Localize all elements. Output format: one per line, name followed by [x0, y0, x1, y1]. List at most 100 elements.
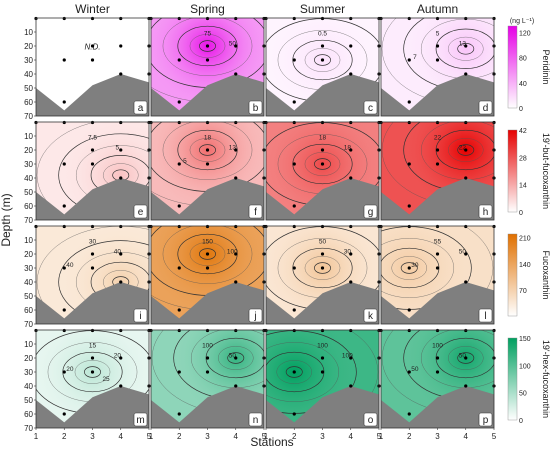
sample-point [435, 224, 440, 229]
x-tick-label: 1 [264, 432, 269, 441]
contour-line [435, 28, 494, 69]
pigment-name: Fucoxanthin [541, 250, 550, 299]
y-tick-label: 10 [24, 132, 33, 141]
panel-letter: e [138, 207, 144, 218]
sample-point [119, 16, 123, 21]
colorbar-gradient [507, 233, 518, 317]
colorbar-1: 0 14 28 42 19'-but-fucoxanthin [507, 128, 550, 217]
seabed-profile [381, 74, 494, 116]
colorbar-2: 70 140 210 Fucoxanthin [507, 233, 550, 317]
y-tick-label: 70 [24, 424, 33, 433]
contour-line [285, 366, 303, 378]
sample-point [90, 252, 95, 256]
sample-point [90, 120, 95, 125]
sample-point [320, 356, 325, 360]
sample-point [234, 148, 238, 152]
sample-point [177, 100, 181, 104]
sample-point [119, 252, 123, 256]
sample-point [320, 58, 325, 62]
contour-label: 13 [229, 144, 237, 151]
colorbar-tick-label: 50 [519, 391, 527, 398]
panel-letter-box [133, 412, 148, 427]
panel-frame [35, 121, 150, 221]
panel-frame [35, 225, 150, 325]
sample-point [234, 224, 238, 229]
y-tick-label: 60 [24, 410, 33, 419]
panel-letter: k [368, 311, 374, 322]
sample-point [435, 16, 440, 21]
contour-label: 22 [434, 135, 442, 142]
sample-point [205, 328, 210, 333]
y-tick-label: 70 [24, 112, 33, 121]
contour-label: 18 [344, 144, 352, 151]
x-tick-label: 2 [292, 432, 297, 441]
colorbar-tick-label: 42 [519, 128, 527, 135]
contour-label: 55 [434, 239, 442, 246]
sample-point [205, 44, 210, 48]
x-tick-label: 2 [407, 432, 412, 441]
sample-point [205, 120, 210, 125]
y-tick-label: 20 [24, 146, 33, 155]
sample-point [292, 120, 296, 125]
sample-point [205, 252, 210, 256]
colorbar-tick-label: 28 [519, 155, 527, 162]
contour-line [400, 262, 418, 274]
contour-label: 100 [432, 343, 443, 350]
panel-f: 18 13 5 f [149, 120, 266, 221]
colorbars: 0 40 80 120 (ng L⁻¹) Peridinin 0 14 28 42 19'-but-… [507, 18, 550, 425]
seabed-profile [381, 178, 494, 220]
contour-label: 50 [411, 366, 419, 373]
contour-label: 20 [114, 352, 122, 359]
sample-point [349, 280, 353, 284]
sample-point [90, 44, 95, 48]
sample-point [464, 148, 468, 152]
sample-point [234, 16, 238, 21]
panel-letter-box [478, 412, 493, 427]
y-tick-label: 70 [24, 320, 33, 329]
contour-line [36, 122, 149, 220]
sample-point [464, 252, 468, 256]
sample-point [90, 224, 95, 229]
sample-point [62, 328, 66, 333]
sample-point [320, 148, 325, 152]
sample-point [62, 224, 66, 229]
contour-line [304, 48, 341, 72]
x-tick-label: 3 [90, 432, 95, 441]
y-tick-label: 10 [24, 340, 33, 349]
panel-p: 100 50 50 p 1 2 3 4 5 [379, 328, 497, 441]
pigment-name: Peridinin [541, 49, 550, 84]
x-tick-label: 1 [149, 432, 154, 441]
y-tick-label: 50 [24, 292, 33, 301]
panel-letter-box [248, 100, 263, 115]
sample-point [119, 280, 123, 284]
sample-point [234, 252, 238, 256]
x-tick-label: 2 [177, 432, 182, 441]
contour-line [304, 152, 341, 176]
sample-point [90, 328, 95, 333]
panel-letter: l [484, 311, 486, 322]
seabed-profile [151, 178, 264, 220]
panel-frame [380, 17, 495, 117]
x-tick-label: 5 [262, 432, 267, 441]
y-tick-label: 20 [24, 250, 33, 259]
sample-point [205, 370, 210, 374]
sample-point [234, 44, 238, 48]
seabed-profile [266, 178, 379, 220]
sample-point [205, 224, 210, 229]
contour-line [448, 138, 484, 162]
x-tick-label: 5 [377, 432, 382, 441]
contour-label: 150 [202, 239, 213, 246]
sample-point [62, 370, 66, 374]
panel-e: 7.5 5 e 10 20 30 40 50 60 70 [24, 120, 151, 225]
contour-line [314, 54, 331, 66]
contour-line [189, 242, 226, 266]
sample-point [435, 44, 440, 48]
colorbar-tick-label: 120 [519, 30, 531, 37]
panel-grid: N.D.a102030405060707550b0.5c5137d7.55e10… [24, 16, 497, 441]
season-titles: Winter Spring Summer Autumn [75, 2, 458, 16]
pigment-name: 19'-hex-fucoxanthin [541, 340, 550, 418]
contour-line [84, 366, 101, 378]
